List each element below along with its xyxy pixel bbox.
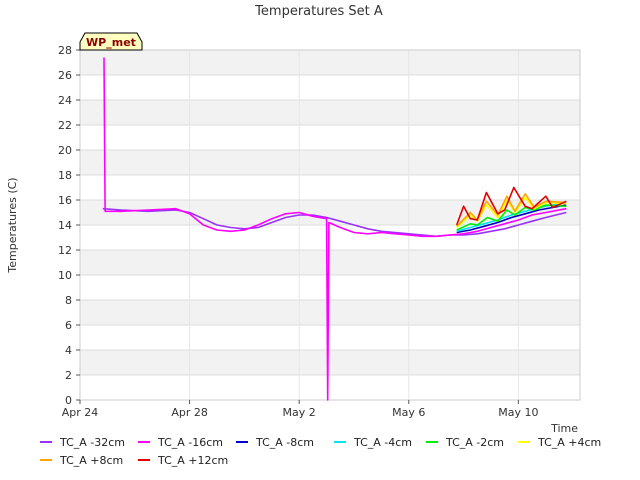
y-tick: 2 bbox=[65, 369, 80, 382]
y-tick-label: 18 bbox=[58, 169, 72, 182]
y-tick: 22 bbox=[58, 119, 80, 132]
x-tick: May 10 bbox=[498, 400, 538, 419]
grid-band bbox=[80, 300, 580, 325]
y-tick: 24 bbox=[58, 94, 80, 107]
legend-item: TC_A +8cm bbox=[40, 454, 123, 467]
y-tick-label: 24 bbox=[58, 94, 72, 107]
y-tick: 8 bbox=[65, 294, 80, 307]
legend-label: TC_A +12cm bbox=[157, 454, 228, 467]
x-axis: Apr 24 Apr 28 May 2 May 6 May 10 bbox=[62, 400, 538, 419]
site-badge-label: WP_met bbox=[86, 36, 136, 49]
y-tick-label: 2 bbox=[65, 369, 72, 382]
y-tick-label: 22 bbox=[58, 119, 72, 132]
legend: TC_A -32cm TC_A -16cm TC_A -8cm TC_A -4cm TC… bbox=[40, 436, 601, 467]
y-tick-label: 16 bbox=[58, 194, 72, 207]
legend-label: TC_A -2cm bbox=[445, 436, 504, 449]
grid-band bbox=[80, 125, 580, 150]
y-tick: 16 bbox=[58, 194, 80, 207]
x-tick-label: May 10 bbox=[498, 406, 538, 419]
grid-band bbox=[80, 150, 580, 175]
legend-item: TC_A +12cm bbox=[138, 454, 228, 467]
x-tick: Apr 28 bbox=[171, 400, 208, 419]
y-tick: 4 bbox=[65, 344, 80, 357]
y-axis-label: Temperatures (C) bbox=[6, 177, 19, 273]
grid-band bbox=[80, 275, 580, 300]
y-tick-label: 8 bbox=[65, 294, 72, 307]
y-tick: 10 bbox=[58, 269, 80, 282]
series-line-tc-a-8cm bbox=[456, 193, 567, 227]
legend-label: TC_A +8cm bbox=[59, 454, 123, 467]
x-tick: Apr 24 bbox=[62, 400, 99, 419]
series-lines bbox=[102, 57, 567, 401]
grid-band bbox=[80, 75, 580, 100]
y-tick-label: 20 bbox=[58, 144, 72, 157]
legend-label: TC_A -16cm bbox=[157, 436, 223, 449]
grid-band bbox=[80, 50, 580, 75]
y-tick-label: 12 bbox=[58, 244, 72, 257]
series-line-tc-a-8cm bbox=[456, 204, 567, 234]
grid-band bbox=[80, 175, 580, 200]
series-line-tc-a-12cm bbox=[455, 186, 567, 226]
legend-label: TC_A -4cm bbox=[353, 436, 412, 449]
y-tick-label: 26 bbox=[58, 69, 72, 82]
y-tick: 26 bbox=[58, 69, 80, 82]
x-tick-label: May 2 bbox=[283, 406, 316, 419]
y-tick-label: 6 bbox=[65, 319, 72, 332]
series-line-tc-a-32cm bbox=[102, 207, 567, 238]
y-tick: 12 bbox=[58, 244, 80, 257]
legend-item: TC_A -4cm bbox=[334, 436, 412, 449]
site-badge: WP_met bbox=[79, 32, 143, 51]
x-tick-label: Apr 28 bbox=[171, 406, 208, 419]
x-tick: May 6 bbox=[392, 400, 425, 419]
legend-label: TC_A +4cm bbox=[537, 436, 601, 449]
legend-item: TC_A -2cm bbox=[426, 436, 504, 449]
x-tick-label: May 6 bbox=[392, 406, 425, 419]
y-tick-label: 0 bbox=[65, 394, 72, 407]
y-tick: 18 bbox=[58, 169, 80, 182]
y-tick: 20 bbox=[58, 144, 80, 157]
y-tick: 28 bbox=[58, 44, 80, 57]
y-tick-label: 28 bbox=[58, 44, 72, 57]
grid-band bbox=[80, 100, 580, 125]
x-tick-label: Apr 24 bbox=[62, 406, 99, 419]
y-tick-label: 4 bbox=[65, 344, 72, 357]
legend-item: TC_A +4cm bbox=[518, 436, 601, 449]
x-axis-label: Time bbox=[550, 422, 578, 435]
chart-title: Temperatures Set A bbox=[254, 4, 383, 19]
plot-background bbox=[79, 49, 581, 401]
series-line-tc-a-16cm bbox=[103, 57, 567, 401]
grid-band bbox=[80, 250, 580, 275]
y-tick: 14 bbox=[58, 219, 80, 232]
grid-band bbox=[80, 225, 580, 250]
grid-band bbox=[80, 350, 580, 375]
x-tick: May 2 bbox=[283, 400, 316, 419]
legend-item: TC_A -8cm bbox=[236, 436, 314, 449]
series-line-tc-a-2cm bbox=[456, 204, 567, 231]
legend-item: TC_A -16cm bbox=[138, 436, 223, 449]
grid-band bbox=[80, 325, 580, 350]
legend-label: TC_A -32cm bbox=[59, 436, 125, 449]
y-tick: 0 bbox=[65, 394, 80, 407]
y-tick-label: 14 bbox=[58, 219, 72, 232]
y-tick-label: 10 bbox=[58, 269, 72, 282]
site-badge-box bbox=[79, 32, 143, 51]
legend-label: TC_A -8cm bbox=[255, 436, 314, 449]
grid-band bbox=[80, 375, 580, 400]
legend-item: TC_A -32cm bbox=[40, 436, 125, 449]
y-tick: 6 bbox=[65, 319, 80, 332]
